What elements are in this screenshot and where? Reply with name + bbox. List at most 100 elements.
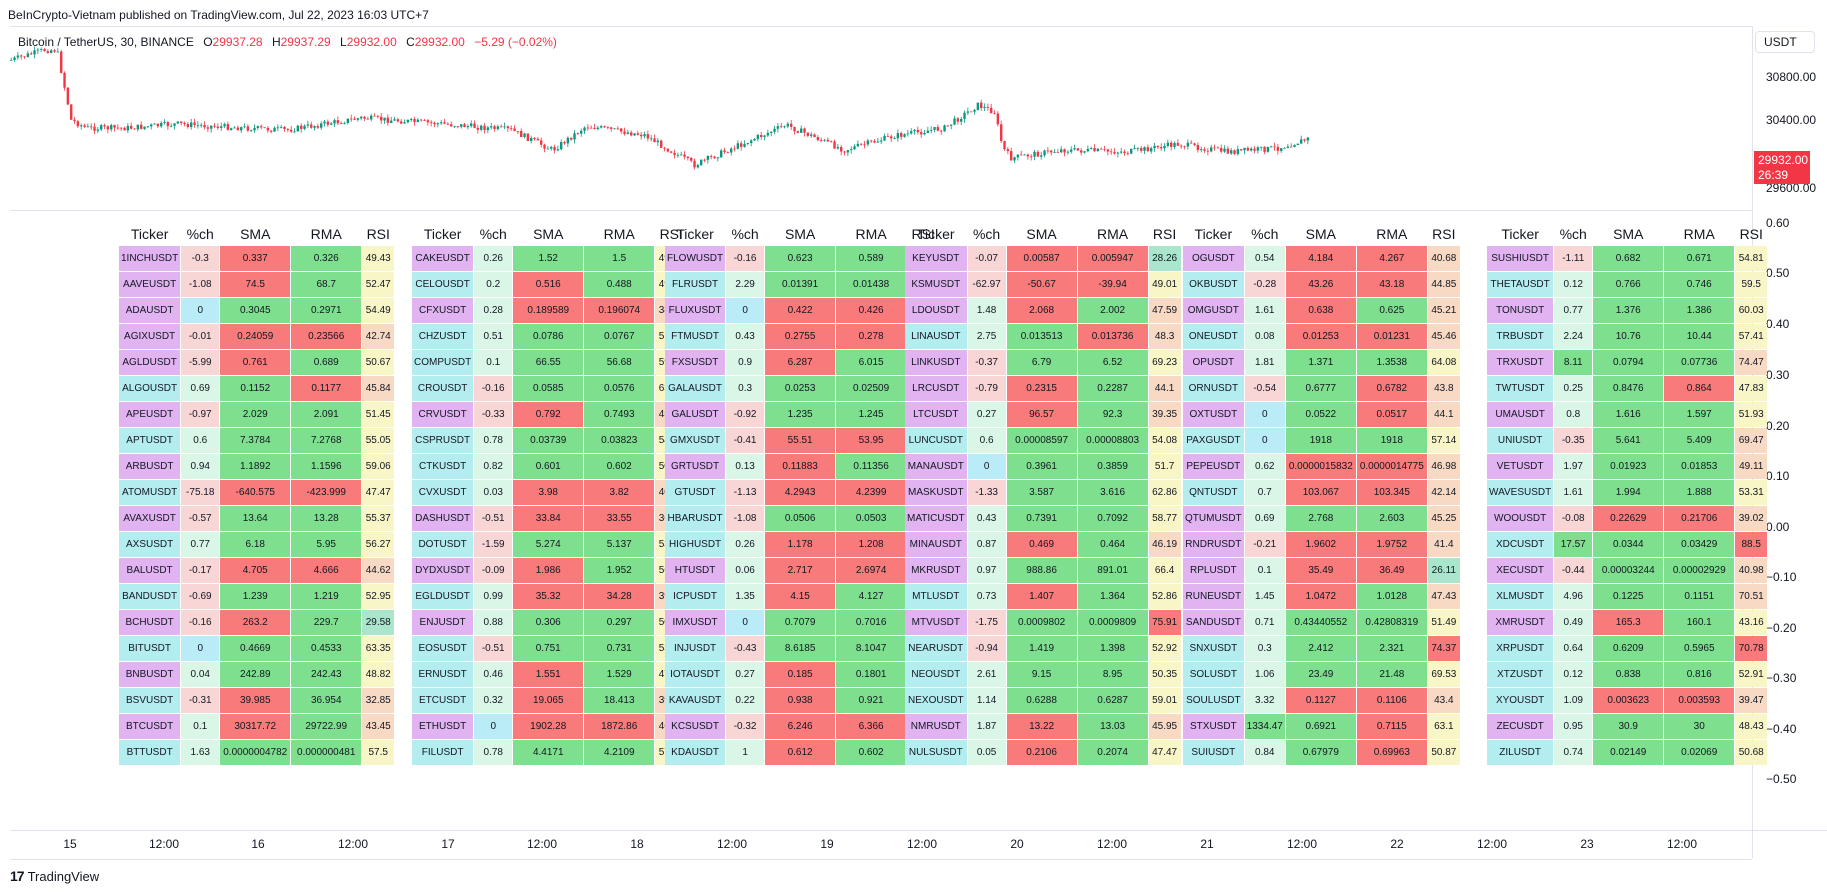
ticker-cell: APEUSDT bbox=[119, 402, 181, 427]
candle-body bbox=[360, 116, 363, 119]
ticker-cell: HTUSDT bbox=[665, 558, 726, 583]
change-cell: -0.97 bbox=[181, 402, 220, 427]
sma-cell: 0.22629 bbox=[1593, 506, 1664, 531]
rsi-cell: 70.78 bbox=[1735, 636, 1768, 661]
candle-body bbox=[130, 125, 133, 129]
price-candles[interactable] bbox=[10, 40, 1310, 175]
rsi-cell: 69.53 bbox=[1427, 662, 1460, 687]
change-cell: -5.99 bbox=[181, 350, 220, 375]
symbol-name[interactable]: Bitcoin / TetherUS, 30, BINANCE bbox=[18, 35, 194, 49]
table-row: NEXOUSDT 1.14 0.6288 0.6287 59.01 bbox=[905, 688, 1181, 713]
ticker-cell: BTCUSDT bbox=[119, 714, 181, 739]
change-cell: 0.78 bbox=[474, 428, 513, 453]
candle-body bbox=[190, 122, 193, 128]
ticker-cell: AXSUSDT bbox=[119, 532, 181, 557]
sma-cell: 7.3784 bbox=[220, 428, 291, 453]
change-cell: -0.17 bbox=[181, 558, 220, 583]
column-header: Ticker bbox=[1194, 225, 1233, 242]
change-cell: -0.16 bbox=[181, 610, 220, 635]
ticker-cell: ORNUSDT bbox=[1183, 376, 1244, 401]
rma-cell: 10.44 bbox=[1664, 324, 1735, 349]
sma-cell: 0.01923 bbox=[1593, 454, 1664, 479]
candle-body bbox=[53, 50, 56, 52]
rma-cell: -39.94 bbox=[1077, 272, 1148, 297]
symbol-legend[interactable]: Bitcoin / TetherUS, 30, BINANCE O29937.2… bbox=[18, 35, 557, 49]
table-row: MANAUSDT 0 0.3961 0.3859 51.7 bbox=[905, 454, 1181, 479]
change-cell: 0.8 bbox=[1554, 402, 1593, 427]
change-cell: -0.92 bbox=[726, 402, 765, 427]
candle-body bbox=[1260, 146, 1263, 148]
ticker-cell: ICPUSDT bbox=[665, 584, 726, 609]
time-axis-label: 12:00 bbox=[337, 837, 369, 851]
sma-cell: 39.985 bbox=[220, 688, 291, 713]
table-row: RUNEUSDT 1.45 1.0472 1.0128 47.43 bbox=[1183, 584, 1460, 609]
ticker-cell: HIGHUSDT bbox=[665, 532, 726, 557]
candle-body bbox=[430, 122, 433, 124]
candle-body bbox=[970, 111, 973, 113]
table-row: LTCUSDT 0.27 96.57 92.3 39.35 bbox=[905, 402, 1181, 427]
time-axis-label: 17 bbox=[441, 837, 455, 851]
column-header: SMA bbox=[240, 225, 271, 242]
rma-cell: 0.6782 bbox=[1356, 376, 1427, 401]
tradingview-logo[interactable]: 17 TradingView bbox=[10, 868, 99, 884]
rsi-cell: 42.74 bbox=[362, 324, 395, 349]
column-header: RMA bbox=[1376, 225, 1408, 242]
rma-cell: 0.488 bbox=[584, 272, 655, 297]
rma-cell: 1.888 bbox=[1664, 480, 1735, 505]
indicator-axis-label: −0.20 bbox=[1766, 621, 1797, 635]
candle-body bbox=[253, 127, 256, 131]
column-header: RSI bbox=[1432, 225, 1456, 242]
rma-cell: 1.9752 bbox=[1356, 532, 1427, 557]
sma-cell: 0.6288 bbox=[1006, 688, 1077, 713]
candle-body bbox=[546, 148, 550, 150]
rma-cell: 53.95 bbox=[836, 428, 907, 453]
rsi-cell: 43.45 bbox=[362, 714, 395, 739]
candle-body bbox=[833, 141, 836, 149]
rma-cell: 0.01438 bbox=[836, 272, 907, 297]
candle-body bbox=[1096, 148, 1100, 152]
time-axis-label: 12:00 bbox=[1666, 837, 1698, 851]
screener-table: Ticker %ch SMA RMA RSI SUSHIUSDT -1.11 0.682 0.6… bbox=[1486, 221, 1768, 766]
change-cell: 0.51 bbox=[474, 324, 513, 349]
candle-body bbox=[466, 126, 470, 128]
column-header: %ch bbox=[479, 225, 507, 242]
sma-cell: 0.67979 bbox=[1285, 740, 1356, 765]
rsi-cell: 58.77 bbox=[1148, 506, 1181, 531]
sma-cell: 0.0009802 bbox=[1006, 610, 1077, 635]
candle-body bbox=[266, 127, 270, 131]
ticker-cell: BNBUSDT bbox=[119, 662, 181, 687]
sma-cell: 0.01391 bbox=[765, 272, 836, 297]
currency-button[interactable]: USDT bbox=[1755, 31, 1815, 53]
indicator-axis-label: −0.30 bbox=[1766, 671, 1797, 685]
candle-body bbox=[603, 126, 606, 128]
sma-cell: 0.0506 bbox=[765, 506, 836, 531]
candle-body bbox=[593, 127, 596, 130]
time-axis-label: 21 bbox=[1200, 837, 1214, 851]
change-cell: 1.06 bbox=[1244, 662, 1285, 687]
candle-body bbox=[960, 118, 963, 122]
ticker-cell: EGLDUSDT bbox=[412, 584, 474, 609]
candle-body bbox=[1053, 152, 1056, 153]
rma-cell: 1.245 bbox=[836, 402, 907, 427]
candle-body bbox=[1170, 142, 1173, 147]
candle-body bbox=[996, 113, 1000, 125]
candle-body bbox=[760, 134, 763, 137]
column-header: RSI bbox=[1152, 225, 1177, 242]
sma-cell: 0.4669 bbox=[220, 636, 291, 661]
candle-body bbox=[916, 129, 920, 133]
change-cell: -1.08 bbox=[726, 506, 765, 531]
indicator-axis-label: 0.20 bbox=[1766, 419, 1790, 433]
ticker-cell: TRXUSDT bbox=[1487, 350, 1554, 375]
pane-separator[interactable] bbox=[10, 210, 1752, 211]
sma-cell: 1.419 bbox=[1006, 636, 1077, 661]
table-row: BTTUSDT 1.63 0.0000004782 0.000000481 57.5 bbox=[119, 740, 395, 765]
table-row: VETUSDT 1.97 0.01923 0.01853 49.11 bbox=[1487, 454, 1768, 479]
candle-body bbox=[1123, 151, 1126, 154]
table-row: QNTUSDT 0.7 103.067 103.345 42.14 bbox=[1183, 480, 1460, 505]
table-row: BTCUSDT 0.1 30317.72 29722.99 43.45 bbox=[119, 714, 395, 739]
rma-cell: 1918 bbox=[1356, 428, 1427, 453]
candle-body bbox=[666, 148, 670, 152]
sma-cell: 35.32 bbox=[513, 584, 584, 609]
